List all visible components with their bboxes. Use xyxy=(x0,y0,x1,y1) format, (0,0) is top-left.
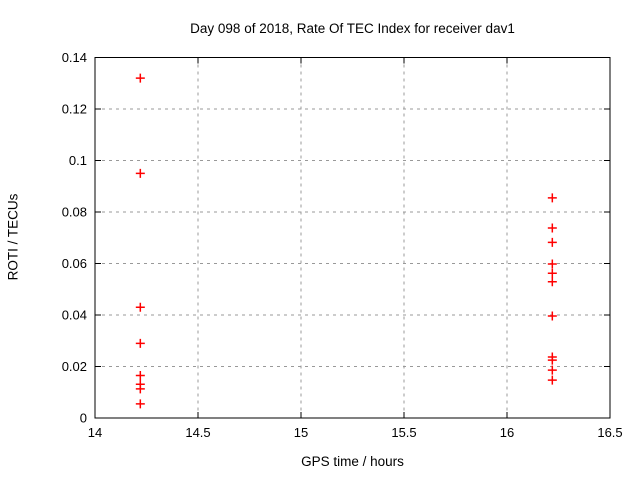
data-point-marker xyxy=(135,338,145,348)
y-tick-label: 0.04 xyxy=(62,308,87,323)
data-point-marker xyxy=(547,259,557,269)
data-point-marker xyxy=(135,371,145,381)
y-tick-label: 0.14 xyxy=(62,50,87,65)
x-tick-label: 15.5 xyxy=(391,425,416,440)
data-point-marker xyxy=(135,384,145,394)
data-point-marker xyxy=(547,365,557,375)
y-tick-label: 0.1 xyxy=(69,153,87,168)
data-point-marker xyxy=(135,399,145,409)
data-point-marker xyxy=(547,268,557,278)
x-tick-label: 15 xyxy=(294,425,308,440)
y-tick-label: 0.08 xyxy=(62,205,87,220)
data-point-marker xyxy=(547,375,557,385)
y-tick-label: 0.02 xyxy=(62,359,87,374)
chart-title: Day 098 of 2018, Rate Of TEC Index for r… xyxy=(190,21,515,36)
x-tick-label: 16.5 xyxy=(597,425,622,440)
y-tick-label: 0 xyxy=(80,411,87,426)
data-point-marker xyxy=(135,302,145,312)
x-axis-title: GPS time / hours xyxy=(301,454,404,469)
data-point-marker xyxy=(547,223,557,233)
data-point-marker xyxy=(135,73,145,83)
x-tick-label: 14 xyxy=(88,425,102,440)
plot-border xyxy=(94,57,611,419)
x-tick-label: 14.5 xyxy=(185,425,210,440)
data-point-marker xyxy=(135,168,145,178)
data-point-marker xyxy=(547,311,557,321)
data-point-marker xyxy=(547,237,557,247)
data-point-marker xyxy=(547,277,557,287)
data-point-marker xyxy=(547,355,557,365)
data-point-marker xyxy=(547,193,557,203)
x-tick-label: 16 xyxy=(500,425,514,440)
y-tick-label: 0.06 xyxy=(62,256,87,271)
y-tick-label: 0.12 xyxy=(62,102,87,117)
